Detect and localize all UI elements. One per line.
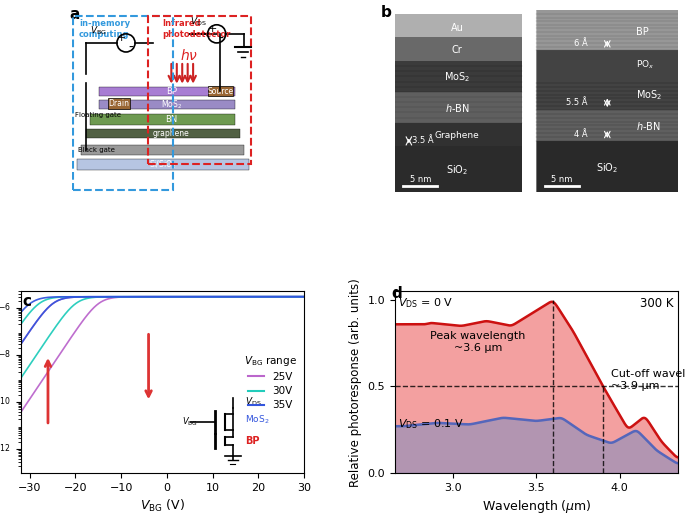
Text: photodetector: photodetector (162, 30, 231, 39)
Text: $h\nu$: $h\nu$ (180, 48, 199, 63)
Bar (81, 145, 244, 155)
Text: Drain: Drain (108, 99, 129, 108)
Text: Black gate: Black gate (78, 147, 115, 153)
Bar (108, 98, 129, 109)
Bar (86, 129, 240, 138)
Text: $V_{\mathrm{DS}}$ = 0 V: $V_{\mathrm{DS}}$ = 0 V (398, 297, 453, 310)
Bar (536, 79, 678, 110)
Text: 300 K: 300 K (640, 297, 673, 309)
Bar (99, 87, 235, 97)
Bar (90, 114, 235, 124)
Bar (208, 85, 233, 97)
Text: MoS$_2$: MoS$_2$ (444, 70, 470, 84)
Text: SiO$_2$: SiO$_2$ (596, 161, 619, 175)
Text: Si/SiO$_2$: Si/SiO$_2$ (149, 158, 176, 171)
Text: $h$-BN: $h$-BN (445, 102, 469, 114)
Text: 5 nm: 5 nm (410, 175, 431, 183)
Text: Au: Au (451, 24, 464, 33)
Text: 5.5 Å: 5.5 Å (566, 98, 588, 107)
Text: Graphene: Graphene (435, 131, 480, 140)
Text: d: d (391, 286, 402, 301)
Bar (395, 61, 522, 92)
Text: $h$-BN: $h$-BN (636, 120, 660, 133)
Text: Cut-off wavelength
~3.9 μm: Cut-off wavelength ~3.9 μm (612, 369, 685, 391)
Bar (395, 92, 522, 123)
Text: 4 Å: 4 Å (574, 130, 588, 139)
Y-axis label: Relative photoresponse (arb. units): Relative photoresponse (arb. units) (349, 278, 362, 487)
Text: MoS$_2$: MoS$_2$ (161, 98, 182, 111)
Bar (148, 16, 251, 164)
Text: $V_{\mathrm{DS}}$: $V_{\mathrm{DS}}$ (190, 16, 207, 28)
Bar (536, 50, 678, 79)
Bar (395, 14, 522, 38)
Text: 3.5 Å: 3.5 Å (412, 136, 434, 145)
Text: +: + (208, 24, 217, 34)
Text: BP: BP (636, 27, 649, 37)
Bar (77, 159, 249, 170)
Text: Cr: Cr (451, 45, 462, 55)
Bar (99, 100, 235, 109)
Text: 5 nm: 5 nm (551, 175, 573, 183)
Bar (395, 146, 522, 192)
Bar (395, 123, 522, 146)
Text: in-memory: in-memory (79, 20, 130, 28)
Text: a: a (70, 7, 80, 22)
X-axis label: $V_{\mathrm{BG}}$ (V): $V_{\mathrm{BG}}$ (V) (140, 498, 185, 514)
Text: 6 Å: 6 Å (574, 40, 588, 48)
Text: MoS$_2$: MoS$_2$ (636, 88, 662, 102)
Bar (536, 110, 678, 141)
Text: SiO$_2$: SiO$_2$ (446, 163, 468, 177)
Text: BP: BP (166, 87, 177, 97)
Text: computing: computing (79, 30, 129, 39)
Bar (395, 38, 522, 61)
Text: Source: Source (208, 86, 234, 96)
Text: Peak wavelength
~3.6 μm: Peak wavelength ~3.6 μm (430, 331, 526, 353)
Text: PO$_x$: PO$_x$ (636, 59, 654, 71)
Text: graphene: graphene (153, 129, 190, 138)
Text: $V_{\mathrm{BG}}$: $V_{\mathrm{BG}}$ (90, 25, 108, 38)
Text: -: - (219, 31, 224, 45)
Text: $V_{\mathrm{DS}}$ = 0.1 V: $V_{\mathrm{DS}}$ = 0.1 V (398, 417, 464, 431)
Text: -: - (128, 41, 133, 54)
Text: Floating gate: Floating gate (75, 113, 121, 119)
Bar (536, 10, 678, 50)
Bar (536, 141, 678, 192)
Text: Infrared: Infrared (162, 20, 201, 28)
Bar (73, 16, 173, 190)
Text: b: b (381, 5, 391, 20)
Legend: 25V, 30V, 35V: 25V, 30V, 35V (242, 352, 299, 413)
Text: c: c (23, 294, 32, 309)
Text: +: + (116, 33, 126, 43)
X-axis label: Wavelength ($\mu$m): Wavelength ($\mu$m) (482, 498, 591, 514)
Text: BN: BN (165, 115, 177, 124)
